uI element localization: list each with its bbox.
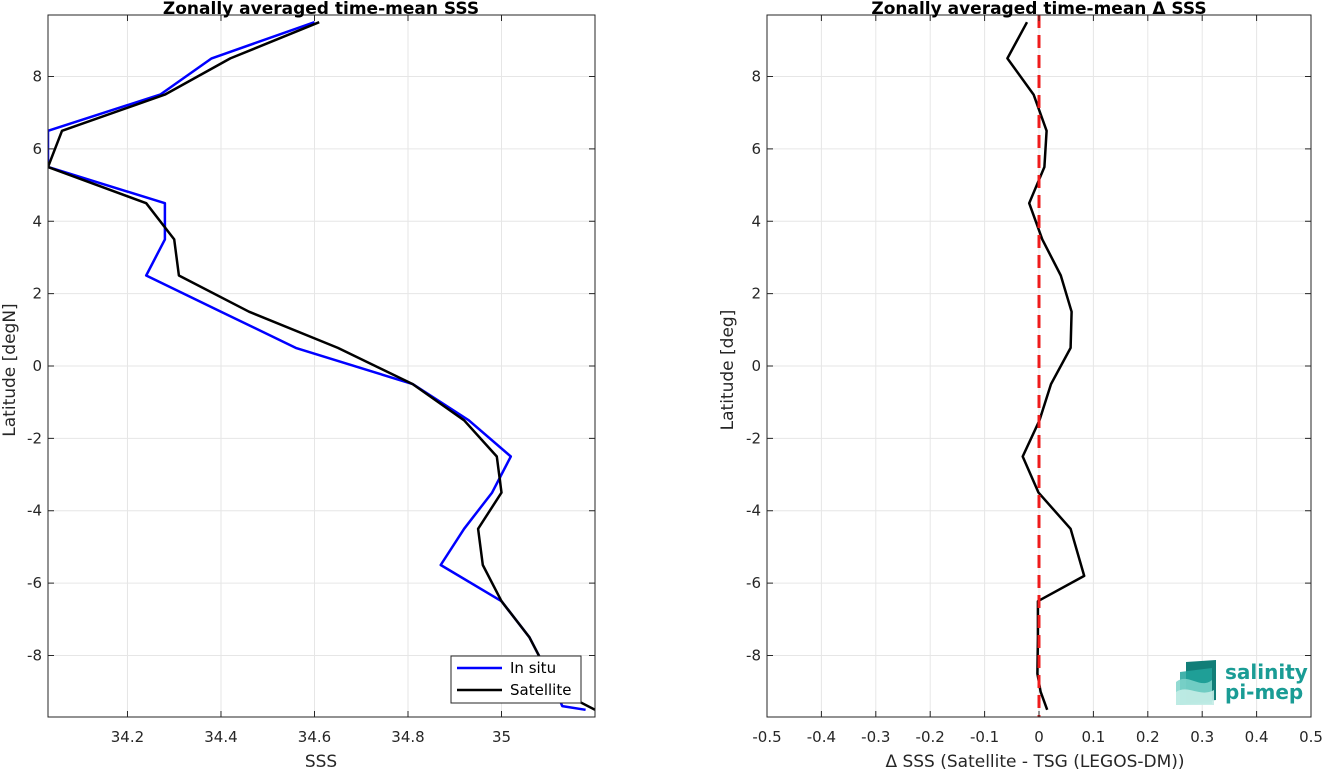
right-y-tick-label: 2 — [751, 285, 761, 303]
right-y-tick-label: 8 — [751, 68, 761, 86]
right-y-tick-label: 4 — [751, 212, 761, 230]
left-x-axis-label: SSS — [305, 752, 337, 769]
left-y-tick-label: -6 — [27, 574, 42, 592]
left-chart: 34.2 34.4 34.6 34.8 35 -8 -6 -4 -2 0 2 4 6 8 Zonally … — [0, 0, 596, 769]
right-y-tick-label: -6 — [746, 574, 761, 592]
right-x-tick-label: -0.4 — [807, 728, 836, 746]
right-chart: -0.5 -0.4 -0.3 -0.2 -0.1 0 0.1 0.2 0.3 0.4 0.5 -8 -6… — [718, 0, 1323, 769]
left-x-tick-label: 34.4 — [204, 728, 237, 746]
legend-label-in-situ: In situ — [510, 659, 556, 677]
left-y-tick-label: 2 — [32, 285, 42, 303]
legend-label-satellite: Satellite — [510, 681, 571, 699]
right-x-tick-label: 0.4 — [1245, 728, 1269, 746]
right-series — [1006, 15, 1086, 717]
right-y-tick-label: 0 — [751, 357, 761, 375]
right-x-axis-label: Δ SSS (Satellite - TSG (LEGOS-DM)) — [885, 752, 1184, 769]
right-y-tick-label: -2 — [746, 429, 761, 447]
wave-icon — [1176, 660, 1216, 705]
right-y-axis-label: Latitude [deg] — [718, 310, 738, 431]
legend: In situ Satellite — [450, 655, 582, 704]
right-ticks: -0.5 -0.4 -0.3 -0.2 -0.1 0 0.1 0.2 0.3 0.4 0.5 -8 -6… — [746, 15, 1323, 746]
left-x-tick-label: 35 — [492, 728, 511, 746]
left-chart-title: Zonally averaged time-mean SSS — [163, 0, 479, 19]
left-x-tick-label: 34.2 — [111, 728, 144, 746]
left-x-tick-label: 34.8 — [391, 728, 424, 746]
logo-text-line2: pi-mep — [1225, 680, 1303, 704]
right-y-tick-label: -8 — [746, 646, 761, 664]
left-series-line-satellite — [48, 21, 595, 711]
left-y-tick-label: 8 — [32, 68, 42, 86]
left-x-tick-label: 34.6 — [298, 728, 331, 746]
right-chart-title: Zonally averaged time-mean Δ SSS — [871, 0, 1206, 19]
left-grid — [48, 15, 595, 717]
left-y-tick-label: 0 — [32, 357, 42, 375]
left-y-tick-label: -2 — [27, 429, 42, 447]
right-x-tick-label: -0.1 — [970, 728, 999, 746]
left-y-tick-label: -8 — [27, 646, 42, 664]
right-x-tick-label: 0.3 — [1190, 728, 1214, 746]
right-x-tick-label: -0.5 — [752, 728, 781, 746]
right-x-tick-label: -0.2 — [916, 728, 945, 746]
salinity-pi-mep-logo: salinity pi-mep — [1176, 660, 1308, 705]
left-y-axis-label: Latitude [degN] — [0, 303, 20, 436]
right-x-tick-label: 0.1 — [1081, 728, 1105, 746]
left-y-tick-label: 6 — [32, 140, 42, 158]
left-y-tick-label: -4 — [27, 502, 42, 520]
left-series — [48, 21, 595, 712]
right-y-tick-label: -4 — [746, 502, 761, 520]
left-ticks: 34.2 34.4 34.6 34.8 35 -8 -6 -4 -2 0 2 4 6 8 — [27, 15, 595, 746]
right-x-tick-label: 0 — [1034, 728, 1044, 746]
legend-box — [450, 655, 582, 704]
right-x-tick-label: 0.2 — [1136, 728, 1160, 746]
right-y-tick-label: 6 — [751, 140, 761, 158]
right-x-tick-label: -0.3 — [861, 728, 890, 746]
logo-text-line1: salinity — [1225, 660, 1308, 684]
right-x-tick-label: 0.5 — [1299, 728, 1323, 746]
left-y-tick-label: 4 — [32, 212, 42, 230]
